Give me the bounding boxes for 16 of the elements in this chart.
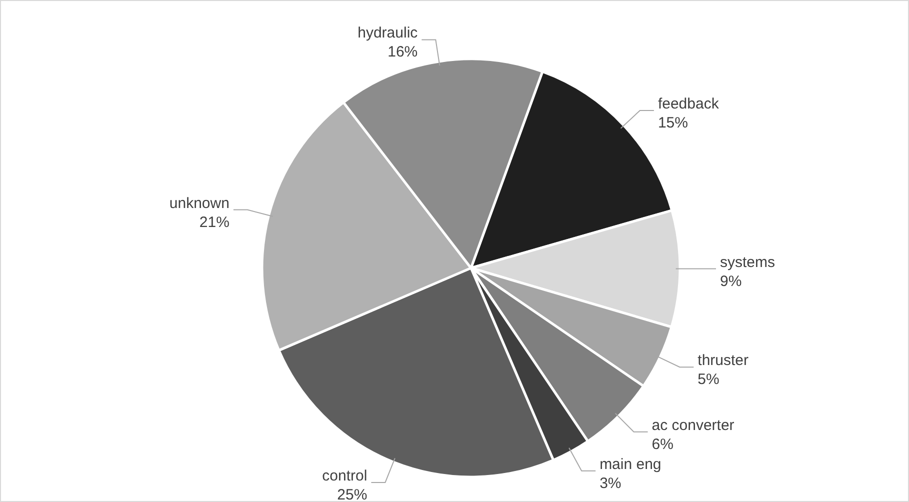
slice-label: hydraulic	[358, 24, 418, 42]
slice-label: main eng	[600, 456, 662, 473]
slice-label: systems	[720, 254, 776, 271]
data-label: 16%	[388, 44, 418, 61]
data-label: 15%	[658, 114, 688, 132]
data-label: 21%	[199, 214, 230, 231]
slice-label: ac converter	[652, 416, 734, 434]
data-label: 9%	[720, 272, 742, 290]
data-label: 5%	[698, 371, 720, 388]
slice-label: unknown	[169, 194, 230, 212]
slice-label: feedback	[658, 95, 720, 112]
slice-label: thruster	[698, 352, 749, 370]
data-label: 6%	[652, 436, 674, 453]
data-label: 3%	[600, 474, 622, 492]
slice-label: control	[322, 467, 368, 484]
data-label: 25%	[337, 486, 368, 502]
